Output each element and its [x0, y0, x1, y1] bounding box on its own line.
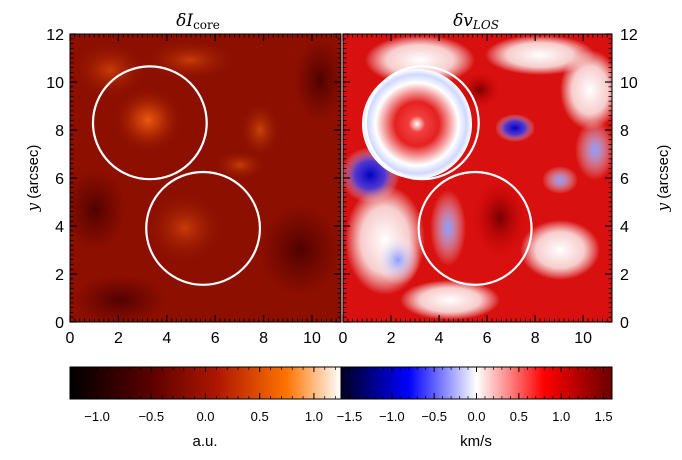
title-velocity: δvLOS [453, 11, 499, 32]
circle-overlays [91, 65, 533, 286]
y-tick-label: 6 [55, 171, 64, 188]
colorbar-tick-label: 0.0 [196, 409, 214, 424]
y-tick-label: 8 [55, 123, 64, 140]
ylabel-left: y (arcsec) [24, 145, 42, 213]
x-tick-label: 6 [483, 330, 492, 347]
colorbar-tick-label: −1.0 [84, 409, 110, 424]
axis-tick-labels: 0 2 4 6 8 10 0 2 4 6 8 10 12 0 2 4 6 8 10 0 2 4 6 8 10 12 [46, 27, 638, 347]
colorbar-ticks: −1.0 −0.5 0.0 0.5 1.0 −1.5 −1.0 −0.5 0.0 0.5 1.0 1.… [75, 367, 613, 424]
x-tick-label: 4 [162, 330, 171, 347]
y-tick-label: 2 [55, 267, 64, 284]
circle-velocity-2 [417, 170, 533, 286]
y-tick-label: 8 [620, 123, 629, 140]
colorbar-tick-label: −1.0 [379, 409, 405, 424]
y-tick-label: 4 [55, 219, 64, 236]
title-intensity: δIcore [176, 11, 220, 32]
y-tick-label: 2 [620, 267, 629, 284]
x-tick-label: 8 [259, 330, 268, 347]
y-tick-label: 10 [46, 75, 64, 92]
x-tick-label: 10 [574, 330, 592, 347]
panel-velocity-image [343, 34, 612, 322]
colorbar-tick-label: 0.5 [510, 409, 528, 424]
y-tick-label: 6 [620, 171, 629, 188]
x-tick-label: 2 [387, 330, 396, 347]
y-tick-label: 10 [620, 75, 638, 92]
colorbar-tick-label: 0.0 [467, 409, 485, 424]
colorbar-tick-label: 1.0 [305, 409, 323, 424]
x-tick-label: 4 [435, 330, 444, 347]
circle-velocity-1 [364, 65, 480, 181]
circle-intensity-1 [91, 65, 208, 181]
panel-intensity-image [70, 34, 341, 322]
x-tick-label: 6 [211, 330, 220, 347]
x-tick-label: 2 [114, 330, 123, 347]
colorbar-tick-label: 0.5 [251, 409, 269, 424]
colorbar-intensity-label: a.u. [192, 433, 217, 450]
axis-minor-ticks [69, 33, 613, 323]
colorbar-tick-label: −1.5 [337, 409, 363, 424]
y-tick-label: 4 [620, 219, 629, 236]
y-tick-label: 12 [46, 27, 64, 44]
colorbar-tick-label: 1.0 [552, 409, 570, 424]
y-tick-label: 0 [55, 315, 64, 332]
circle-intensity-2 [145, 170, 262, 286]
ylabel-right: y (arcsec) [654, 145, 672, 213]
colorbar-tick-label: 1.5 [594, 409, 612, 424]
colorbar-velocity-label: km/s [460, 433, 492, 450]
x-tick-label: 10 [303, 330, 321, 347]
x-tick-label: 0 [339, 330, 348, 347]
y-tick-label: 12 [620, 27, 638, 44]
colorbar-tick-label: −0.5 [421, 409, 447, 424]
y-tick-label: 0 [620, 315, 629, 332]
colorbar-tick-label: −0.5 [138, 409, 164, 424]
x-tick-label: 8 [531, 330, 540, 347]
x-tick-label: 0 [66, 330, 75, 347]
